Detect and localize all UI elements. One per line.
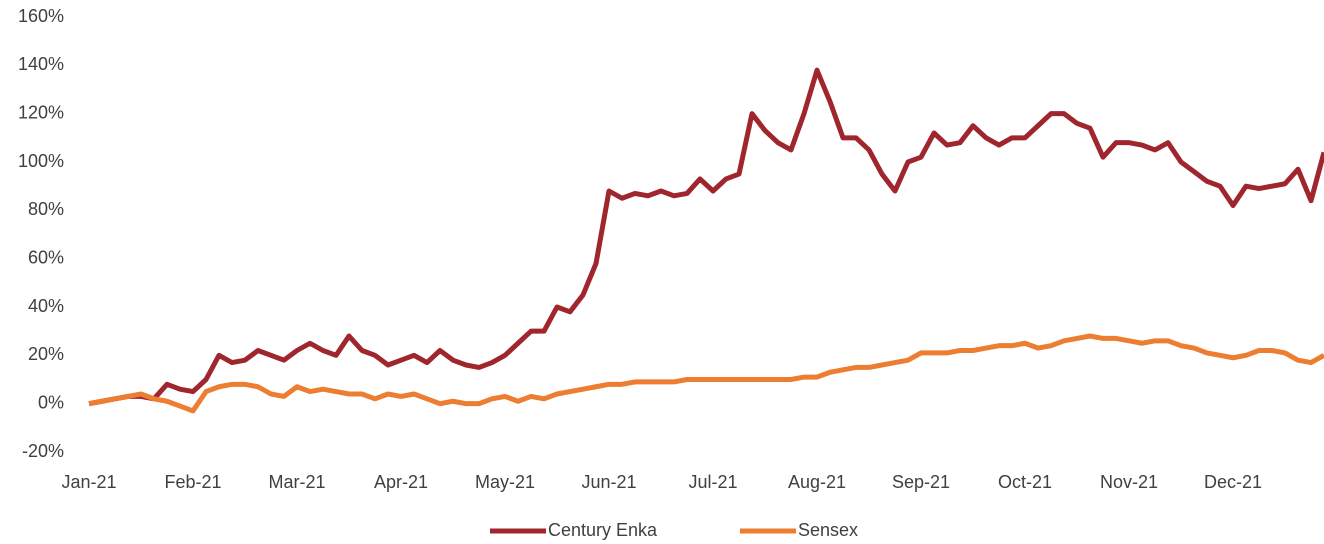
x-tick-label: Oct-21 (998, 472, 1052, 492)
series-line (88, 333, 1324, 414)
x-tick-label: Sep-21 (892, 472, 950, 492)
x-tick-label: Aug-21 (788, 472, 846, 492)
x-tick-label: Dec-21 (1204, 472, 1262, 492)
legend-label: Century Enka (548, 520, 658, 540)
y-tick-label: 40% (28, 296, 64, 316)
x-tick-label: Mar-21 (268, 472, 325, 492)
x-tick-label: Nov-21 (1100, 472, 1158, 492)
y-tick-label: 20% (28, 344, 64, 364)
series-line (88, 67, 1324, 407)
y-tick-label: -20% (22, 441, 64, 461)
y-tick-label: 0% (38, 392, 64, 412)
x-tick-label: May-21 (475, 472, 535, 492)
x-tick-label: Apr-21 (374, 472, 428, 492)
y-tick-label: 120% (18, 102, 64, 122)
x-tick-label: Jun-21 (581, 472, 636, 492)
y-tick-label: 160% (18, 6, 64, 26)
y-tick-label: 80% (28, 199, 64, 219)
y-tick-label: 100% (18, 151, 64, 171)
x-tick-label: Feb-21 (164, 472, 221, 492)
legend-label: Sensex (798, 520, 858, 540)
x-tick-label: Jan-21 (61, 472, 116, 492)
y-tick-label: 140% (18, 54, 64, 74)
y-tick-label: 60% (28, 247, 64, 267)
x-tick-label: Jul-21 (688, 472, 737, 492)
